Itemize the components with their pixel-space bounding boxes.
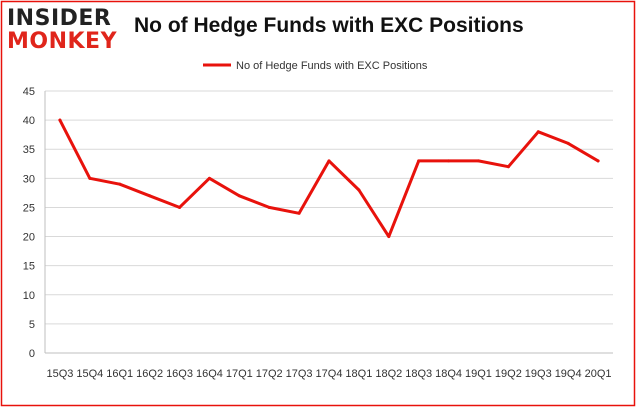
x-tick-label: 16Q3 xyxy=(166,368,193,380)
data-point xyxy=(148,194,152,198)
x-tick-label: 20Q1 xyxy=(585,368,612,380)
data-point xyxy=(118,182,122,186)
x-tick-label: 18Q4 xyxy=(435,368,462,380)
x-tick-label: 17Q2 xyxy=(256,368,283,380)
data-point xyxy=(327,159,331,163)
y-tick-label: 45 xyxy=(23,86,35,98)
x-tick-label: 16Q2 xyxy=(136,368,163,380)
x-tick-label: 19Q3 xyxy=(525,368,552,380)
y-tick-label: 20 xyxy=(23,232,35,244)
x-tick-label: 19Q2 xyxy=(495,368,522,380)
x-tick-label: 19Q1 xyxy=(465,368,492,380)
x-tick-label: 17Q3 xyxy=(286,368,313,380)
data-point xyxy=(536,130,540,134)
data-point xyxy=(58,118,62,122)
logo-line-1: INSIDER xyxy=(7,6,112,31)
data-point xyxy=(447,159,451,163)
x-tick-label: 16Q1 xyxy=(106,368,133,380)
data-point xyxy=(88,176,92,180)
x-tick-label: 18Q3 xyxy=(405,368,432,380)
data-point xyxy=(237,194,241,198)
y-tick-label: 25 xyxy=(23,202,35,214)
legend-label: No of Hedge Funds with EXC Positions xyxy=(236,60,428,72)
data-point xyxy=(297,211,301,215)
data-point xyxy=(506,165,510,169)
x-tick-label: 18Q1 xyxy=(345,368,372,380)
logo-line-2: MONKEY xyxy=(7,29,118,54)
y-tick-label: 0 xyxy=(29,348,35,360)
chart-title: No of Hedge Funds with EXC Positions xyxy=(134,14,524,37)
x-tick-label: 15Q3 xyxy=(46,368,73,380)
x-tick-label: 16Q4 xyxy=(196,368,223,380)
x-tick-label: 18Q2 xyxy=(375,368,402,380)
data-point xyxy=(178,205,182,209)
x-tick-label: 19Q4 xyxy=(555,368,582,380)
data-point xyxy=(417,159,421,163)
y-tick-label: 35 xyxy=(23,144,35,156)
y-tick-label: 40 xyxy=(23,115,35,127)
x-tick-label: 17Q1 xyxy=(226,368,253,380)
insider-monkey-logo: INSIDER MONKEY xyxy=(7,6,119,56)
data-point xyxy=(596,159,600,163)
data-point xyxy=(357,188,361,192)
data-point xyxy=(387,235,391,239)
x-tick-label: 15Q4 xyxy=(76,368,103,380)
y-tick-label: 30 xyxy=(23,173,35,185)
y-tick-label: 10 xyxy=(23,290,35,302)
data-point xyxy=(267,205,271,209)
data-point xyxy=(566,141,570,145)
x-tick-label: 17Q4 xyxy=(316,368,343,380)
data-point xyxy=(207,176,211,180)
y-tick-label: 15 xyxy=(23,261,35,273)
data-point xyxy=(476,159,480,163)
y-tick-label: 5 xyxy=(29,319,35,331)
